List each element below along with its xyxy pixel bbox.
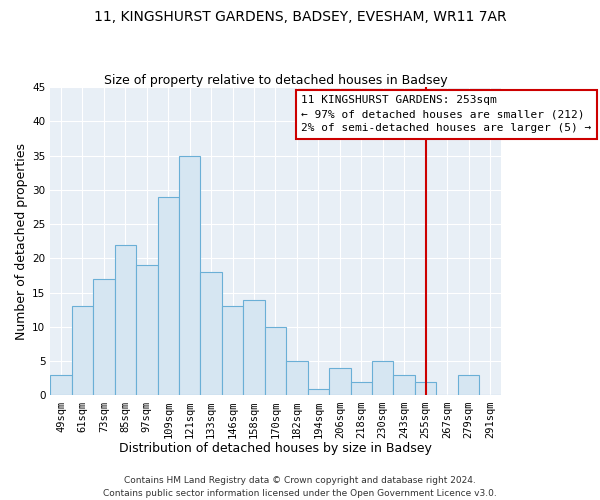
Bar (179, 156, 200, 396)
Bar (394, 375, 415, 396)
Bar (50, 375, 72, 396)
Title: Size of property relative to detached houses in Badsey: Size of property relative to detached ho… (104, 74, 447, 87)
X-axis label: Distribution of detached houses by size in Badsey: Distribution of detached houses by size … (119, 442, 432, 455)
Text: 11, KINGSHURST GARDENS, BADSEY, EVESHAM, WR11 7AR: 11, KINGSHURST GARDENS, BADSEY, EVESHAM,… (94, 10, 506, 24)
Bar (329, 368, 350, 396)
Bar (415, 382, 436, 396)
Bar (158, 196, 179, 396)
Bar (72, 306, 93, 396)
Y-axis label: Number of detached properties: Number of detached properties (15, 142, 28, 340)
Bar (200, 272, 222, 396)
Bar (136, 265, 158, 396)
Text: 11 KINGSHURST GARDENS: 253sqm
← 97% of detached houses are smaller (212)
2% of s: 11 KINGSHURST GARDENS: 253sqm ← 97% of d… (301, 95, 592, 133)
Bar (115, 244, 136, 396)
Bar (350, 382, 372, 396)
Bar (308, 388, 329, 396)
Bar (458, 375, 479, 396)
Bar (286, 361, 308, 396)
Bar (265, 327, 286, 396)
Bar (222, 306, 244, 396)
Bar (93, 279, 115, 396)
Text: Contains HM Land Registry data © Crown copyright and database right 2024.
Contai: Contains HM Land Registry data © Crown c… (103, 476, 497, 498)
Bar (244, 300, 265, 396)
Bar (372, 361, 394, 396)
